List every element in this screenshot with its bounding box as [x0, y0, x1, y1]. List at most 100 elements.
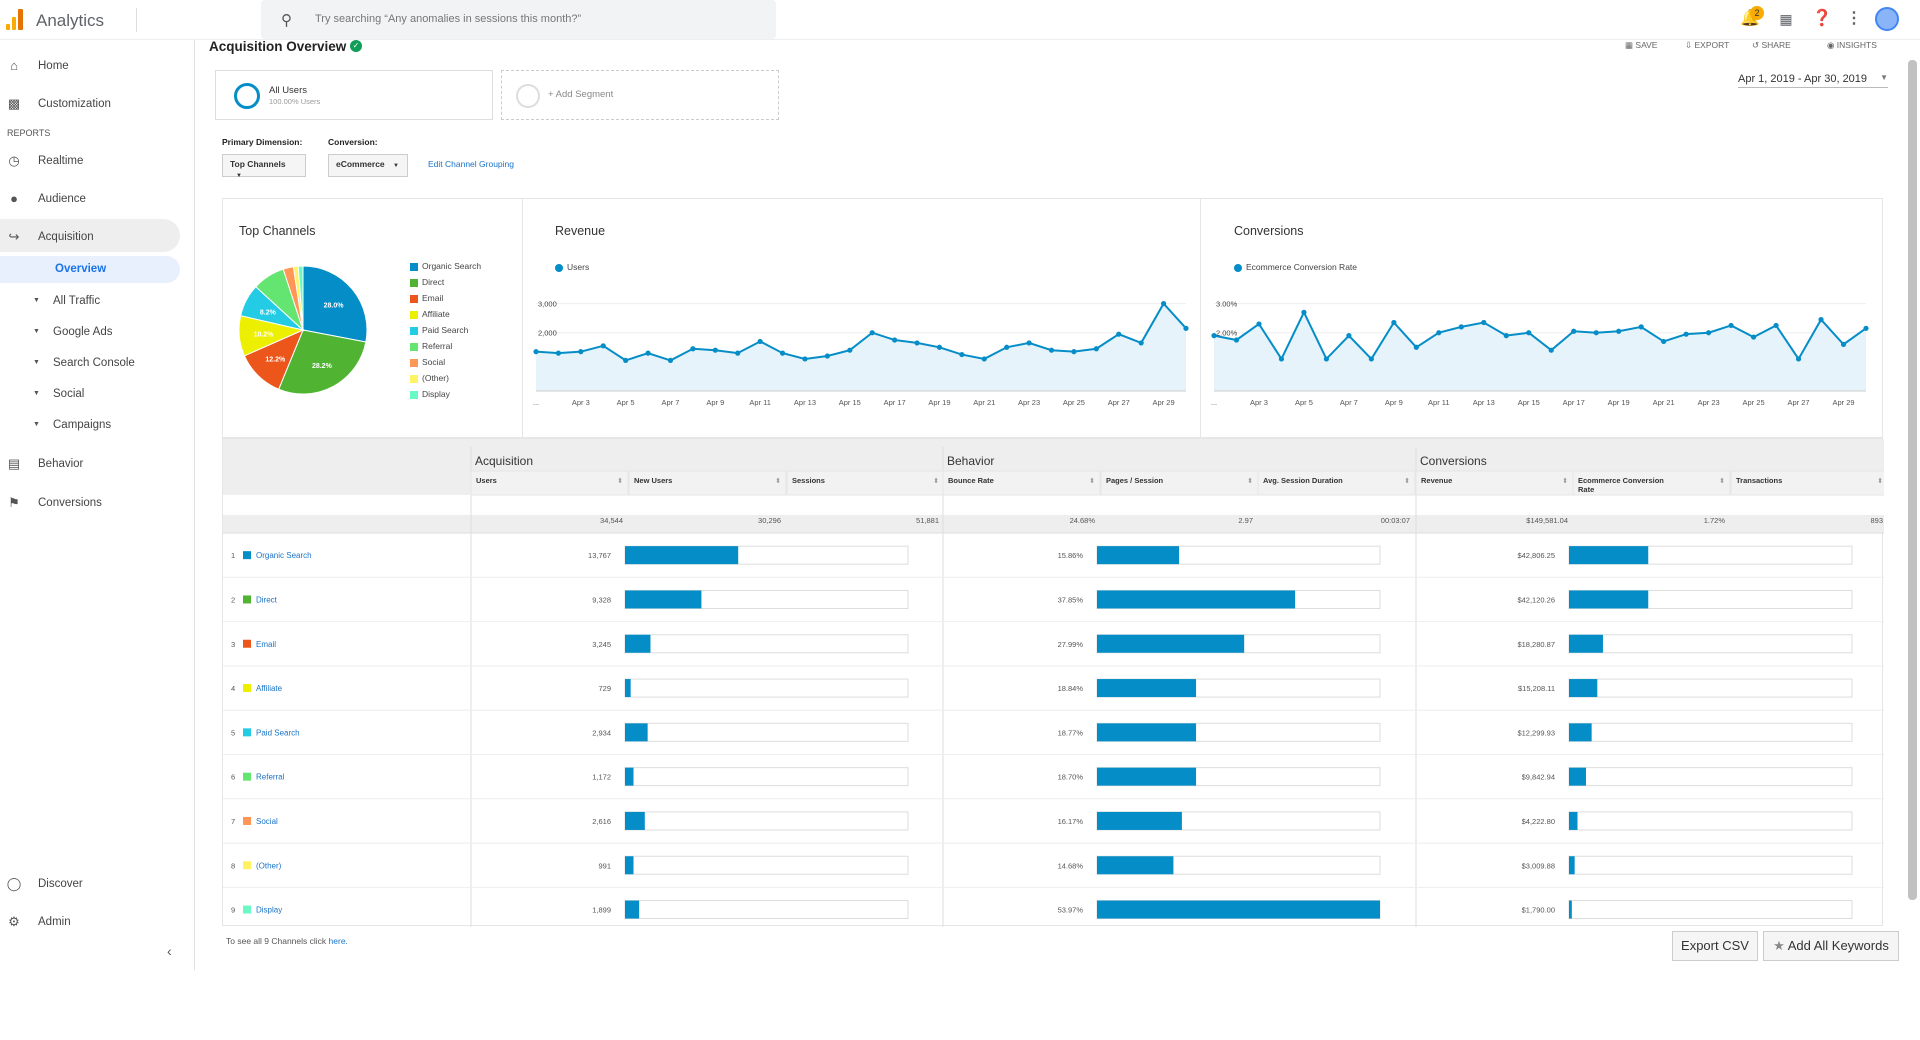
x-tick-label: Apr 21 [1653, 398, 1675, 407]
edit-channel-grouping-link[interactable]: Edit Channel Grouping [428, 159, 515, 169]
bounce-rate-bar [1097, 900, 1380, 919]
collapse-sidebar-icon[interactable]: ‹ [167, 943, 172, 959]
primary-dimension-label: Primary Dimension: [222, 137, 303, 147]
revenue-bar [1569, 856, 1575, 875]
add-all-keywords-button[interactable]: ★ Add All Keywords [1763, 931, 1899, 961]
sidebar-item-realtime[interactable]: ◷ Realtime [0, 146, 195, 176]
segment-all-users[interactable]: All Users 100.00% Users [215, 70, 493, 120]
sidebar-item-customization[interactable]: ▩ Customization [0, 89, 195, 119]
channel-swatch [243, 772, 251, 781]
scrollbar[interactable] [1908, 60, 1917, 900]
apps-grid-icon[interactable]: ▦ [1779, 11, 1793, 27]
users-value: 2,616 [592, 817, 611, 826]
x-tick-label: Apr 27 [1787, 398, 1809, 407]
legend-dot [1234, 263, 1242, 272]
data-point [1211, 333, 1217, 339]
caret-right-icon: ▼ [33, 328, 40, 335]
legend-swatch [410, 358, 418, 367]
export-icon: ⇩ [1685, 40, 1695, 50]
column-header-label: Sessions [792, 476, 825, 485]
data-point [914, 340, 920, 346]
data-point [1183, 325, 1189, 331]
bar-track [624, 767, 909, 787]
data-point [1795, 356, 1802, 362]
users-value: 1,172 [592, 773, 611, 782]
data-point [1048, 347, 1055, 353]
save-label: SAVE [1635, 40, 1658, 50]
bounce-rate-bar [1097, 590, 1296, 609]
conversion-select[interactable]: eCommerce ▼ [328, 154, 408, 177]
data-point [623, 357, 629, 363]
x-tick-label: Apr 7 [662, 398, 680, 407]
export-button[interactable]: ⇩ EXPORT [1685, 40, 1729, 51]
sidebar-item-social[interactable]: ▼ Social [0, 379, 195, 409]
caret-down-icon: ▼ [236, 173, 242, 179]
sidebar-item-overview[interactable]: Overview [0, 254, 195, 284]
revenue-value: $15,208.11 [1518, 684, 1555, 693]
column-header [1100, 470, 1259, 496]
panel-title: Conversions [1234, 224, 1304, 238]
users-value: 13,767 [588, 551, 611, 560]
data-point [1773, 322, 1779, 329]
x-tick-label: Apr 5 [617, 398, 635, 407]
sort-icon: ⬍ [1089, 477, 1095, 485]
data-point [757, 338, 763, 345]
data-point [981, 356, 987, 362]
save-button[interactable]: ▦ SAVE [1625, 40, 1657, 51]
top-channels-panel: Top Channels 28.0% 28.2% 12.2% 10.2% 8.2% Or… [222, 198, 523, 438]
data-point [1160, 300, 1167, 307]
sidebar-item-search-console[interactable]: ▼ Search Console [0, 348, 195, 378]
revenue-value: $18,280.87 [1517, 640, 1555, 649]
sidebar-item-behavior[interactable]: ▤ Behavior [0, 449, 195, 479]
revenue-value: $1,790.00 [1522, 906, 1555, 915]
sidebar-label: Acquisition [38, 231, 94, 243]
data-point [1346, 333, 1352, 339]
pie-legend: Organic Search Direct Email Affiliate Paid S… [410, 258, 481, 402]
insights-button[interactable]: ◉ INSIGHTS [1827, 40, 1877, 51]
add-segment-label: + Add Segment [548, 89, 614, 100]
sidebar-item-discover[interactable]: ◯ Discover [0, 869, 195, 899]
legend-label: (Other) [422, 373, 449, 383]
data-point [1593, 330, 1599, 336]
pie-slice-label: 12.2% [265, 356, 286, 363]
add-segment-button[interactable]: + Add Segment [501, 70, 779, 120]
legend-dot [555, 263, 563, 272]
channel-swatch [243, 684, 251, 693]
total-value: 24.68% [1070, 516, 1096, 525]
revenue-value: $42,120.26 [1517, 595, 1555, 604]
footer-link[interactable]: here. [328, 936, 348, 946]
pie-chart: 28.0% 28.2% 12.2% 10.2% 8.2% [238, 265, 368, 395]
avatar[interactable] [1875, 7, 1899, 31]
more-vert-icon[interactable]: ⋮ [1846, 10, 1862, 27]
sidebar-item-admin[interactable]: ⚙ Admin [0, 907, 195, 937]
date-range-picker[interactable]: Apr 1, 2019 - Apr 30, 2019 ▼ [1738, 73, 1888, 88]
row-index: 6 [231, 773, 235, 782]
primary-dimension-select[interactable]: Top Channels ▼ [222, 154, 306, 179]
sidebar-item-acquisition[interactable]: ↪ Acquisition [0, 222, 195, 252]
legend-label: Ecommerce Conversion Rate [1246, 262, 1358, 272]
sort-icon: ⬍ [1719, 477, 1725, 485]
bounce-rate-bar [1097, 679, 1197, 698]
sidebar-item-all-traffic[interactable]: ▼ All Traffic [0, 286, 195, 316]
data-point [1728, 322, 1734, 329]
x-tick-label: Apr 13 [1473, 398, 1495, 407]
conversions-legend: Ecommerce Conversion Rate [1234, 259, 1357, 275]
sidebar-item-google-ads[interactable]: ▼ Google Ads [0, 317, 195, 347]
column-header [942, 470, 1101, 496]
share-button[interactable]: ↺ SHARE [1752, 40, 1791, 51]
sidebar-item-campaigns[interactable]: ▼ Campaigns [0, 410, 195, 440]
add-keywords-label: Add All Keywords [1787, 938, 1889, 953]
export-label: EXPORT [1694, 40, 1730, 50]
export-csv-button[interactable]: Export CSV [1672, 931, 1758, 961]
help-icon[interactable]: ❓ [1812, 10, 1832, 27]
sidebar-item-audience[interactable]: ● Audience [0, 184, 195, 214]
search-bar[interactable]: ⚲ Try searching “Any anomalies in sessio… [261, 0, 776, 39]
behavior-icon: ▤ [7, 456, 21, 471]
data-point [892, 337, 898, 343]
sidebar-item-home[interactable]: ⌂ Home [0, 51, 195, 81]
pie-slice-label: 10.2% [254, 332, 275, 339]
sidebar-item-conversions[interactable]: ⚑ Conversions [0, 488, 195, 518]
overview-active-bg [0, 256, 180, 283]
